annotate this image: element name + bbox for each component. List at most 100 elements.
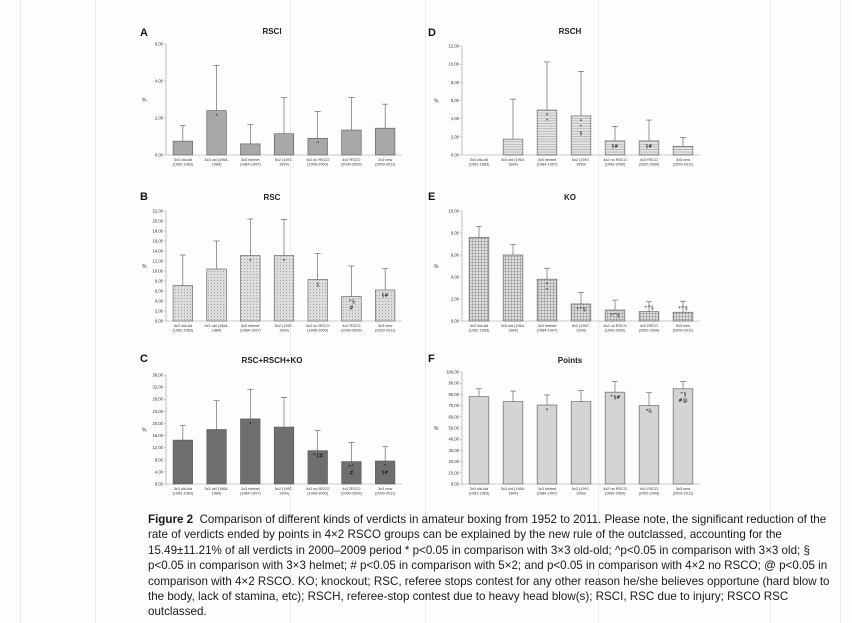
category-label: 3x3 old-old	[174, 158, 193, 162]
panel-letter-e: E	[428, 191, 435, 203]
bar	[172, 140, 193, 156]
bar	[206, 429, 227, 485]
bar	[172, 285, 193, 322]
significance-mark: *^	[348, 465, 355, 471]
y-axis-label: %	[142, 428, 147, 434]
y-tick-label: 18,00	[153, 229, 164, 234]
caption-text: Comparison of different kinds of verdict…	[148, 513, 830, 619]
y-tick-label: 8,00	[451, 80, 460, 85]
category-label: (2000-2009)	[341, 329, 362, 333]
y-tick-label: 100,00	[446, 370, 459, 375]
bar	[172, 439, 193, 485]
bar	[536, 404, 558, 485]
significance-mark: #	[349, 471, 353, 477]
y-tick-label: 8,00	[451, 231, 460, 236]
category-label: 3x3 old (1964-	[501, 158, 526, 162]
significance-mark: *	[580, 119, 583, 125]
significance-mark: *^§	[576, 307, 586, 313]
significance-mark: *	[249, 422, 252, 428]
significance-mark: *^§	[678, 306, 688, 312]
bar	[206, 268, 227, 322]
bar	[273, 426, 295, 485]
significance-mark: ^§	[680, 392, 687, 398]
category-label: 1999)	[279, 163, 289, 167]
bar	[638, 311, 660, 322]
category-label: (1999-2000)	[605, 163, 626, 167]
category-label: (2009-2011)	[673, 163, 694, 167]
y-tick-label: 12,00	[153, 445, 164, 450]
bar	[206, 110, 227, 156]
bar	[672, 311, 694, 322]
chart-title-rsc-rsch-ko: RSC+RSCH+KO	[242, 356, 303, 365]
bar	[502, 138, 524, 156]
category-label: (1984-1997)	[240, 163, 261, 167]
y-tick-label: 6,00	[451, 98, 460, 103]
category-label: 3x3 new	[378, 324, 392, 328]
chart-title-rsci: RSCI	[262, 27, 281, 36]
category-label: 3x3 old (1964-	[204, 158, 229, 162]
bar	[570, 401, 592, 485]
bar	[375, 289, 396, 322]
bar	[240, 255, 261, 322]
bar	[341, 129, 362, 156]
bar	[502, 401, 524, 485]
category-label: 5x2 (1997-	[572, 487, 591, 491]
category-label: 4x2 RSCO	[640, 324, 658, 328]
bar	[468, 396, 490, 485]
bar	[273, 255, 295, 322]
category-label: 1999)	[576, 163, 586, 167]
y-tick-label: 6,00	[155, 42, 164, 47]
category-label: (2009-2011)	[375, 163, 396, 167]
category-label: (1999-2000)	[307, 163, 328, 167]
y-tick-label: 4,00	[155, 299, 164, 304]
significance-mark: §#	[646, 144, 653, 150]
category-label: (1952-1963)	[469, 492, 490, 496]
bar	[638, 405, 660, 485]
category-label: 3x3 old-old	[470, 158, 489, 162]
category-label: 4x2 no RSCO	[306, 158, 329, 162]
significance-mark: ^	[545, 119, 549, 125]
bar	[375, 460, 396, 485]
panel-letter-f: F	[428, 353, 435, 365]
y-tick-label: 30,00	[449, 448, 460, 453]
bar	[502, 254, 524, 322]
significance-mark: #	[349, 306, 353, 312]
bar	[638, 140, 660, 156]
y-tick-label: 8,00	[155, 279, 164, 284]
category-label: 3x3 old (1964-	[501, 487, 526, 491]
chart-title-ko: KO	[564, 193, 576, 202]
category-label: 1999)	[576, 329, 586, 333]
category-label: 5x2 (1997-	[572, 158, 591, 162]
category-label: 4x2 RSCO	[342, 158, 360, 162]
category-label: (2000-2009)	[341, 492, 362, 496]
y-tick-label: 36,00	[153, 373, 164, 378]
y-tick-label: 70,00	[449, 403, 460, 408]
y-axis-label: %	[142, 98, 147, 104]
y-tick-label: 2,00	[155, 116, 164, 121]
y-tick-label: 20,00	[449, 459, 460, 464]
category-label: (1984-1997)	[537, 163, 558, 167]
category-label: 3x3 old (1964-	[204, 487, 229, 491]
category-label: 4x2 no RSCO	[306, 324, 329, 328]
category-label: 3x3 new	[378, 158, 392, 162]
y-tick-label: 2,00	[451, 297, 460, 302]
y-tick-label: 0,00	[451, 482, 460, 487]
category-label: (1952-1963)	[173, 492, 194, 496]
y-tick-label: 60,00	[449, 414, 460, 419]
panel-letter-a: A	[140, 27, 148, 39]
y-tick-label: 4,00	[451, 116, 460, 121]
significance-mark: §#	[612, 144, 619, 150]
bar	[375, 127, 396, 156]
y-tick-label: 14,00	[153, 249, 164, 254]
category-label: (1999-2000)	[307, 492, 328, 496]
y-tick-label: 6,00	[155, 289, 164, 294]
y-axis-label: %	[142, 264, 147, 270]
bar	[604, 309, 626, 322]
category-label: (1984-1997)	[537, 492, 558, 496]
bar	[341, 461, 362, 485]
y-tick-label: 0,00	[451, 319, 460, 324]
category-label: 1999)	[279, 329, 289, 333]
bar	[604, 391, 626, 485]
y-tick-label: 16,00	[153, 239, 164, 244]
category-label: 3x3 new	[676, 324, 690, 328]
